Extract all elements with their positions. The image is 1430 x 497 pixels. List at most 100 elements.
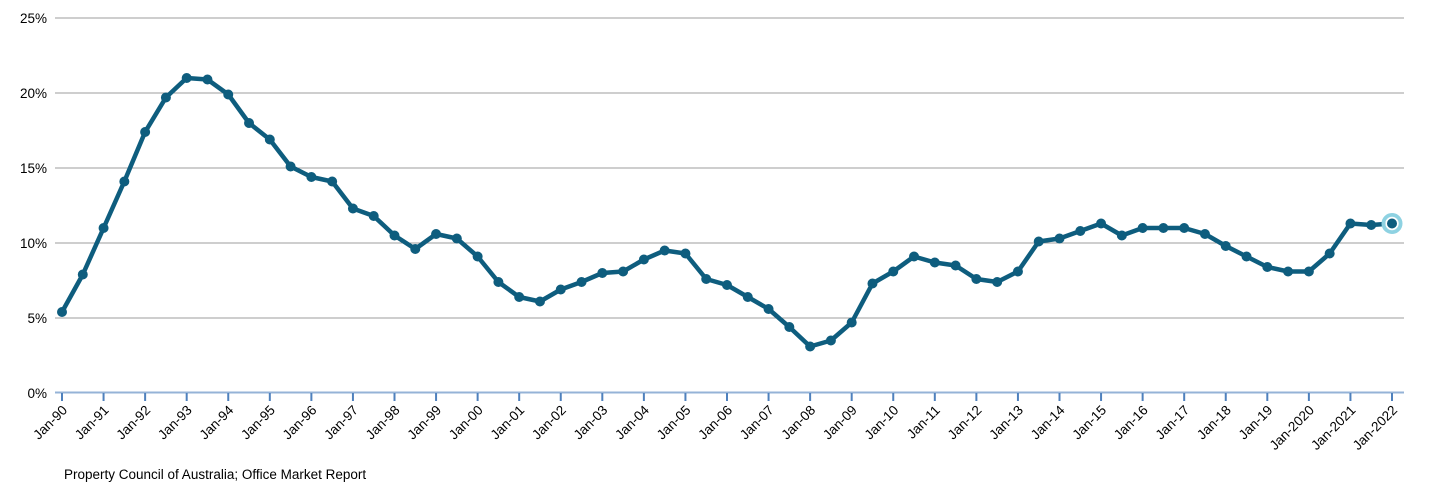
data-point-marker[interactable] — [77, 269, 88, 280]
data-point-marker[interactable] — [597, 268, 608, 278]
data-point-marker[interactable] — [701, 274, 712, 284]
data-point-marker[interactable] — [1220, 241, 1231, 251]
data-point-marker[interactable] — [1366, 220, 1377, 230]
x-axis-tick-label: Jan-2020 — [1267, 403, 1317, 453]
data-point-marker[interactable] — [929, 257, 940, 268]
x-axis-tick-label: Jan-94 — [197, 402, 237, 442]
data-point-marker[interactable] — [1241, 251, 1252, 262]
x-axis-tick-label: Jan-90 — [30, 403, 70, 443]
x-axis-tick-label: Jan-98 — [363, 403, 403, 443]
data-point-marker[interactable] — [555, 284, 566, 295]
x-axis-tick-label: Jan-06 — [695, 403, 735, 443]
data-point-marker[interactable] — [1345, 218, 1356, 229]
data-point-marker[interactable] — [57, 307, 67, 317]
data-point-marker[interactable] — [451, 233, 462, 244]
data-point-marker[interactable] — [1075, 226, 1086, 236]
data-point-marker[interactable] — [1033, 236, 1044, 247]
data-point-marker[interactable] — [618, 266, 629, 277]
data-point-marker[interactable] — [680, 248, 691, 259]
data-point-marker[interactable] — [1054, 233, 1065, 244]
x-axis-tick-label: Jan-14 — [1028, 402, 1068, 442]
data-point-marker[interactable] — [202, 74, 213, 85]
data-point-marker[interactable] — [659, 245, 670, 256]
y-axis-tick-label: 25% — [20, 11, 47, 26]
y-axis-tick-label: 0% — [27, 386, 47, 401]
data-point-marker[interactable] — [888, 266, 899, 277]
x-axis-tick-label: Jan-91 — [72, 403, 112, 443]
data-point-marker[interactable] — [1012, 266, 1023, 277]
x-axis-tick-label: Jan-11 — [904, 403, 943, 442]
data-point-marker[interactable] — [576, 277, 587, 287]
data-point-marker[interactable] — [1324, 248, 1335, 259]
x-axis-tick-label: Jan-93 — [155, 403, 195, 443]
data-point-marker[interactable] — [472, 251, 483, 262]
x-axis-tick-label: Jan-97 — [321, 403, 361, 443]
data-point-marker[interactable] — [306, 172, 317, 182]
data-point-marker[interactable] — [1179, 223, 1190, 233]
data-point-marker[interactable] — [368, 211, 379, 221]
x-axis-tick-label: Jan-04 — [612, 402, 652, 442]
data-point-marker[interactable] — [867, 278, 878, 289]
x-axis-tick-label: Jan-2021 — [1308, 403, 1358, 453]
x-axis-tick-label: Jan-07 — [737, 403, 777, 443]
data-point-marker[interactable] — [992, 277, 1003, 287]
data-point-marker[interactable] — [119, 176, 130, 187]
data-point-marker-highlighted[interactable] — [1387, 218, 1397, 229]
data-point-marker[interactable] — [1158, 223, 1169, 233]
data-point-marker[interactable] — [347, 203, 358, 214]
data-point-marker[interactable] — [909, 251, 920, 262]
data-point-marker[interactable] — [98, 223, 109, 233]
data-point-marker[interactable] — [1199, 229, 1210, 239]
data-point-marker[interactable] — [534, 296, 545, 307]
data-point-marker[interactable] — [825, 335, 836, 346]
x-axis-tick-label: Jan-02 — [529, 403, 569, 443]
data-point-marker[interactable] — [784, 322, 795, 332]
data-point-marker[interactable] — [805, 341, 816, 352]
data-point-marker[interactable] — [431, 229, 442, 239]
x-axis-tick-label: Jan-05 — [654, 403, 694, 443]
data-point-marker[interactable] — [514, 292, 525, 302]
x-axis-tick-label: Jan-08 — [778, 403, 818, 443]
data-point-marker[interactable] — [410, 244, 421, 254]
x-axis-tick-label: Jan-19 — [1236, 403, 1276, 443]
y-axis-tick-label: 20% — [20, 86, 47, 101]
data-point-marker[interactable] — [722, 280, 732, 290]
data-point-marker[interactable] — [223, 89, 234, 100]
vacancy-rate-line — [59, 75, 1395, 349]
data-point-marker[interactable] — [846, 317, 857, 328]
x-axis-tick-label: Jan-10 — [862, 403, 902, 443]
data-point-marker[interactable] — [1137, 223, 1148, 233]
data-point-marker[interactable] — [763, 304, 774, 314]
data-point-marker[interactable] — [389, 230, 400, 241]
data-point-marker[interactable] — [285, 161, 296, 172]
x-axis-tick-label: Jan-17 — [1153, 403, 1193, 443]
data-point-marker[interactable] — [742, 292, 753, 302]
x-axis-tick-label: Jan-92 — [113, 403, 153, 443]
x-axis-tick-label: Jan-18 — [1194, 403, 1234, 443]
x-axis-tick-label: Jan-03 — [571, 403, 611, 443]
data-point-marker[interactable] — [1283, 266, 1294, 277]
x-axis-tick-label: Jan-95 — [238, 403, 278, 443]
data-point-marker[interactable] — [493, 277, 504, 287]
data-point-marker[interactable] — [181, 73, 192, 83]
x-axis-tick-label: Jan-00 — [446, 403, 486, 443]
data-point-marker[interactable] — [264, 134, 275, 145]
data-point-marker[interactable] — [971, 274, 982, 284]
data-point-marker[interactable] — [160, 92, 171, 103]
data-point-marker[interactable] — [140, 127, 151, 137]
data-point-marker[interactable] — [1262, 262, 1273, 272]
data-point-marker[interactable] — [327, 176, 338, 187]
data-point-marker[interactable] — [1116, 230, 1127, 241]
x-axis-tick-label: Jan-01 — [488, 403, 528, 443]
data-point-marker[interactable] — [1096, 218, 1107, 229]
x-axis-tick-label: Jan-96 — [280, 403, 320, 443]
x-axis-tick-label: Jan-2022 — [1350, 403, 1400, 453]
data-point-marker[interactable] — [638, 254, 649, 265]
x-axis-tick-label: Jan-16 — [1111, 403, 1151, 443]
data-point-marker[interactable] — [244, 118, 255, 128]
data-point-marker[interactable] — [950, 260, 961, 271]
data-point-marker[interactable] — [1303, 266, 1314, 277]
highlight-ring — [1381, 212, 1403, 234]
x-axis-tick-label: Jan-99 — [404, 403, 444, 443]
